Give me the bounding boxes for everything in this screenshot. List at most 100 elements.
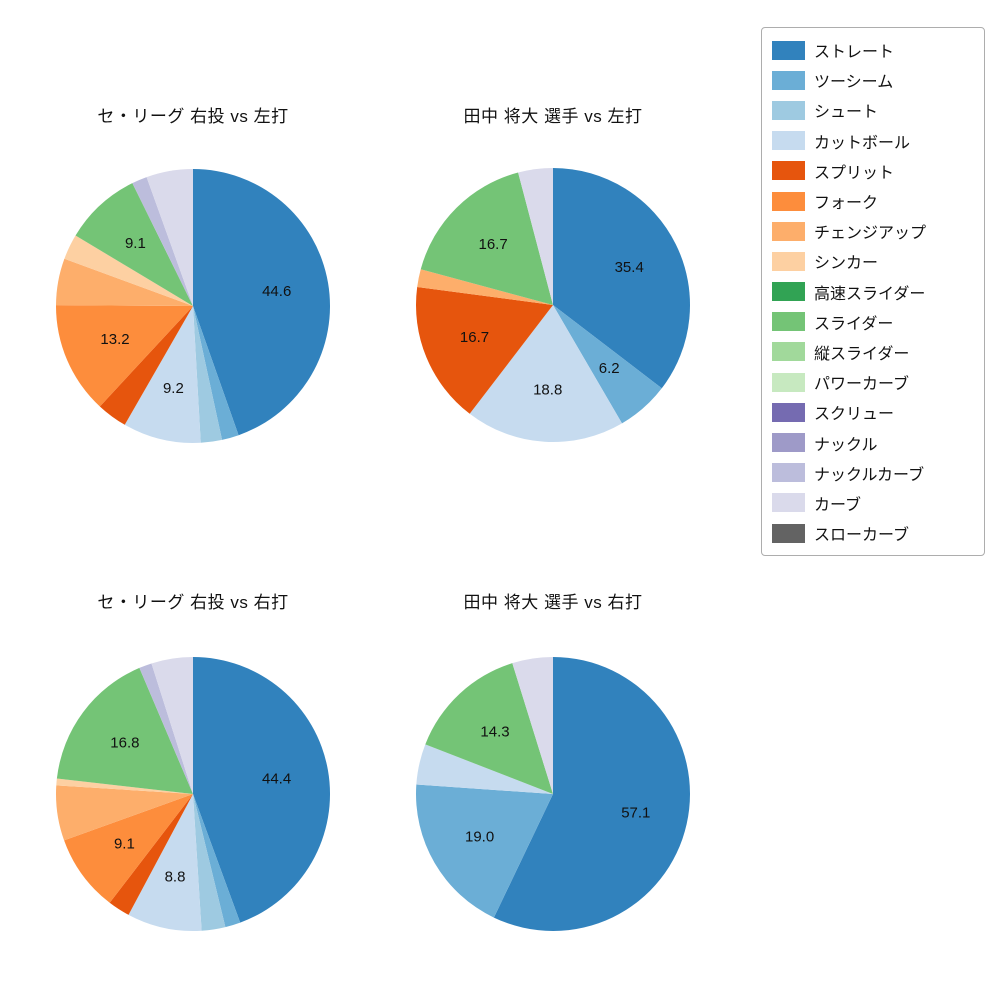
legend-swatch: [772, 463, 805, 483]
pie-slice-value-label: 9.1: [125, 235, 146, 252]
pie-chart-league-vs-left: 44.6 9.2 13.2 9.1: [55, 169, 331, 443]
legend-item: ナックルカーブ: [762, 458, 984, 488]
legend-item: スプリット: [762, 156, 984, 186]
legend-item: スクリュー: [762, 397, 984, 427]
legend-swatch: [772, 312, 805, 332]
pie-slice-カットボール: [469, 305, 622, 443]
pie-slice-フォーク: [64, 794, 193, 903]
pie-slice-チェンジアップ: [417, 269, 553, 305]
pie-slice-スプリット: [99, 306, 193, 425]
pie-slice-シンカー: [64, 235, 193, 306]
pie-slice-スプリット: [415, 286, 553, 414]
legend-label: フォーク: [814, 195, 879, 213]
pie-slice-カットボール: [124, 306, 201, 443]
legend-item: ツーシーム: [762, 65, 984, 95]
pie-slice-ツーシーム: [193, 306, 239, 440]
pie-slice-ナックルカーブ: [132, 177, 193, 306]
legend-swatch: [772, 372, 805, 392]
legend-label: チェンジアップ: [814, 225, 927, 243]
legend-swatch: [772, 493, 805, 513]
legend-label: ナックルカーブ: [814, 466, 925, 484]
pie-slice-チェンジアップ: [56, 258, 193, 306]
legend-swatch: [772, 191, 805, 211]
pie-slice-ストレート: [193, 657, 331, 923]
legend-item: カットボール: [762, 126, 984, 156]
pie-slice-ナックルカーブ: [139, 663, 193, 794]
legend-label: スクリュー: [814, 406, 895, 424]
legend-label: 高速スライダー: [814, 285, 926, 303]
chart-title-tanaka-vs-left: 田中 将大 選手 vs 左打: [463, 107, 643, 126]
pie-slice-フォーク: [55, 305, 193, 407]
chart-title-league-vs-left: セ・リーグ 右投 vs 左打: [97, 107, 289, 126]
legend-swatch: [772, 402, 805, 422]
legend-label: ナックル: [814, 436, 878, 454]
legend: ストレートツーシームシュートカットボール スプリットフォークチェンジアップ シンカー…: [761, 27, 985, 557]
legend-item: シンカー: [762, 246, 984, 276]
legend-label: スライダー: [814, 315, 894, 333]
pie-slice-シュート: [193, 306, 223, 443]
legend-item: スライダー: [762, 307, 984, 337]
pie-slice-ツーシーム: [416, 784, 553, 918]
pie-slice-カーブ: [512, 657, 553, 794]
legend-label: 縦スライダー: [814, 345, 910, 363]
legend-label: ストレート: [814, 44, 895, 62]
pie-slice-value-label: 16.7: [478, 236, 507, 253]
legend-swatch: [772, 161, 805, 181]
chart-title-league-vs-right: セ・リーグ 右投 vs 右打: [97, 593, 289, 612]
legend-label: スローカーブ: [814, 527, 910, 545]
legend-swatch: [772, 221, 805, 241]
legend-label: カーブ: [814, 496, 862, 514]
legend-label: カットボール: [814, 134, 911, 152]
pie-slice-value-label: 19.0: [465, 828, 494, 845]
pie-slice-value-label: 44.6: [262, 283, 291, 300]
legend-label: スプリット: [814, 164, 895, 182]
pie-slice-カットボール: [416, 744, 553, 794]
pie-slice-カーブ: [146, 169, 193, 306]
pie-slice-value-label: 14.3: [480, 723, 509, 740]
pie-chart-tanaka-vs-left: 35.4 6.2 18.8 16.7 16.7: [415, 168, 691, 443]
pie-slice-シンカー: [56, 778, 193, 794]
pie-slice-value-label: 6.2: [599, 360, 620, 377]
pie-slice-value-label: 44.4: [262, 771, 291, 788]
pie-slice-カットボール: [128, 794, 202, 931]
legend-item: シュート: [762, 95, 984, 125]
legend-item: 縦スライダー: [762, 337, 984, 367]
pie-slice-シュート: [193, 794, 226, 931]
legend-swatch: [772, 433, 805, 453]
pie-slice-ストレート: [493, 657, 691, 931]
legend-item: ナックル: [762, 427, 984, 457]
legend-label: ツーシーム: [814, 74, 894, 92]
legend-swatch: [772, 523, 805, 543]
pie-slice-value-label: 8.8: [165, 869, 186, 886]
legend-swatch: [772, 342, 805, 362]
legend-item: ストレート: [762, 35, 984, 65]
legend-swatch: [772, 100, 805, 120]
legend-item: パワーカーブ: [762, 367, 984, 397]
legend-swatch: [772, 282, 805, 302]
legend-item: チェンジアップ: [762, 216, 984, 246]
pie-slice-スライダー: [56, 667, 193, 794]
pie-slice-スライダー: [420, 172, 553, 305]
pie-slice-ツーシーム: [553, 305, 662, 424]
legend-label: シンカー: [814, 255, 879, 273]
legend-item: 高速スライダー: [762, 277, 984, 307]
pie-chart-league-vs-right: 44.4 8.8 9.1 16.8: [55, 657, 331, 931]
pie-slice-value-label: 35.4: [615, 259, 644, 276]
pie-slice-ツーシーム: [193, 794, 241, 928]
pie-slice-カーブ: [518, 168, 553, 305]
pie-chart-tanaka-vs-right: 57.1 19.0 14.3: [416, 657, 691, 931]
legend-item: スローカーブ: [762, 518, 984, 548]
pie-slice-value-label: 13.2: [100, 331, 129, 348]
legend-swatch: [772, 251, 805, 271]
chart-title-tanaka-vs-right: 田中 将大 選手 vs 右打: [463, 593, 643, 612]
legend-label: パワーカーブ: [814, 376, 910, 394]
pie-slice-value-label: 9.2: [163, 380, 184, 397]
pie-slice-スライダー: [75, 183, 193, 306]
pie-slice-ストレート: [553, 168, 691, 389]
pie-slice-value-label: 16.8: [110, 735, 139, 752]
legend-label: シュート: [814, 104, 879, 122]
legend-swatch: [772, 40, 805, 60]
pie-slice-ストレート: [193, 169, 331, 436]
pie-slice-チェンジアップ: [55, 785, 193, 841]
